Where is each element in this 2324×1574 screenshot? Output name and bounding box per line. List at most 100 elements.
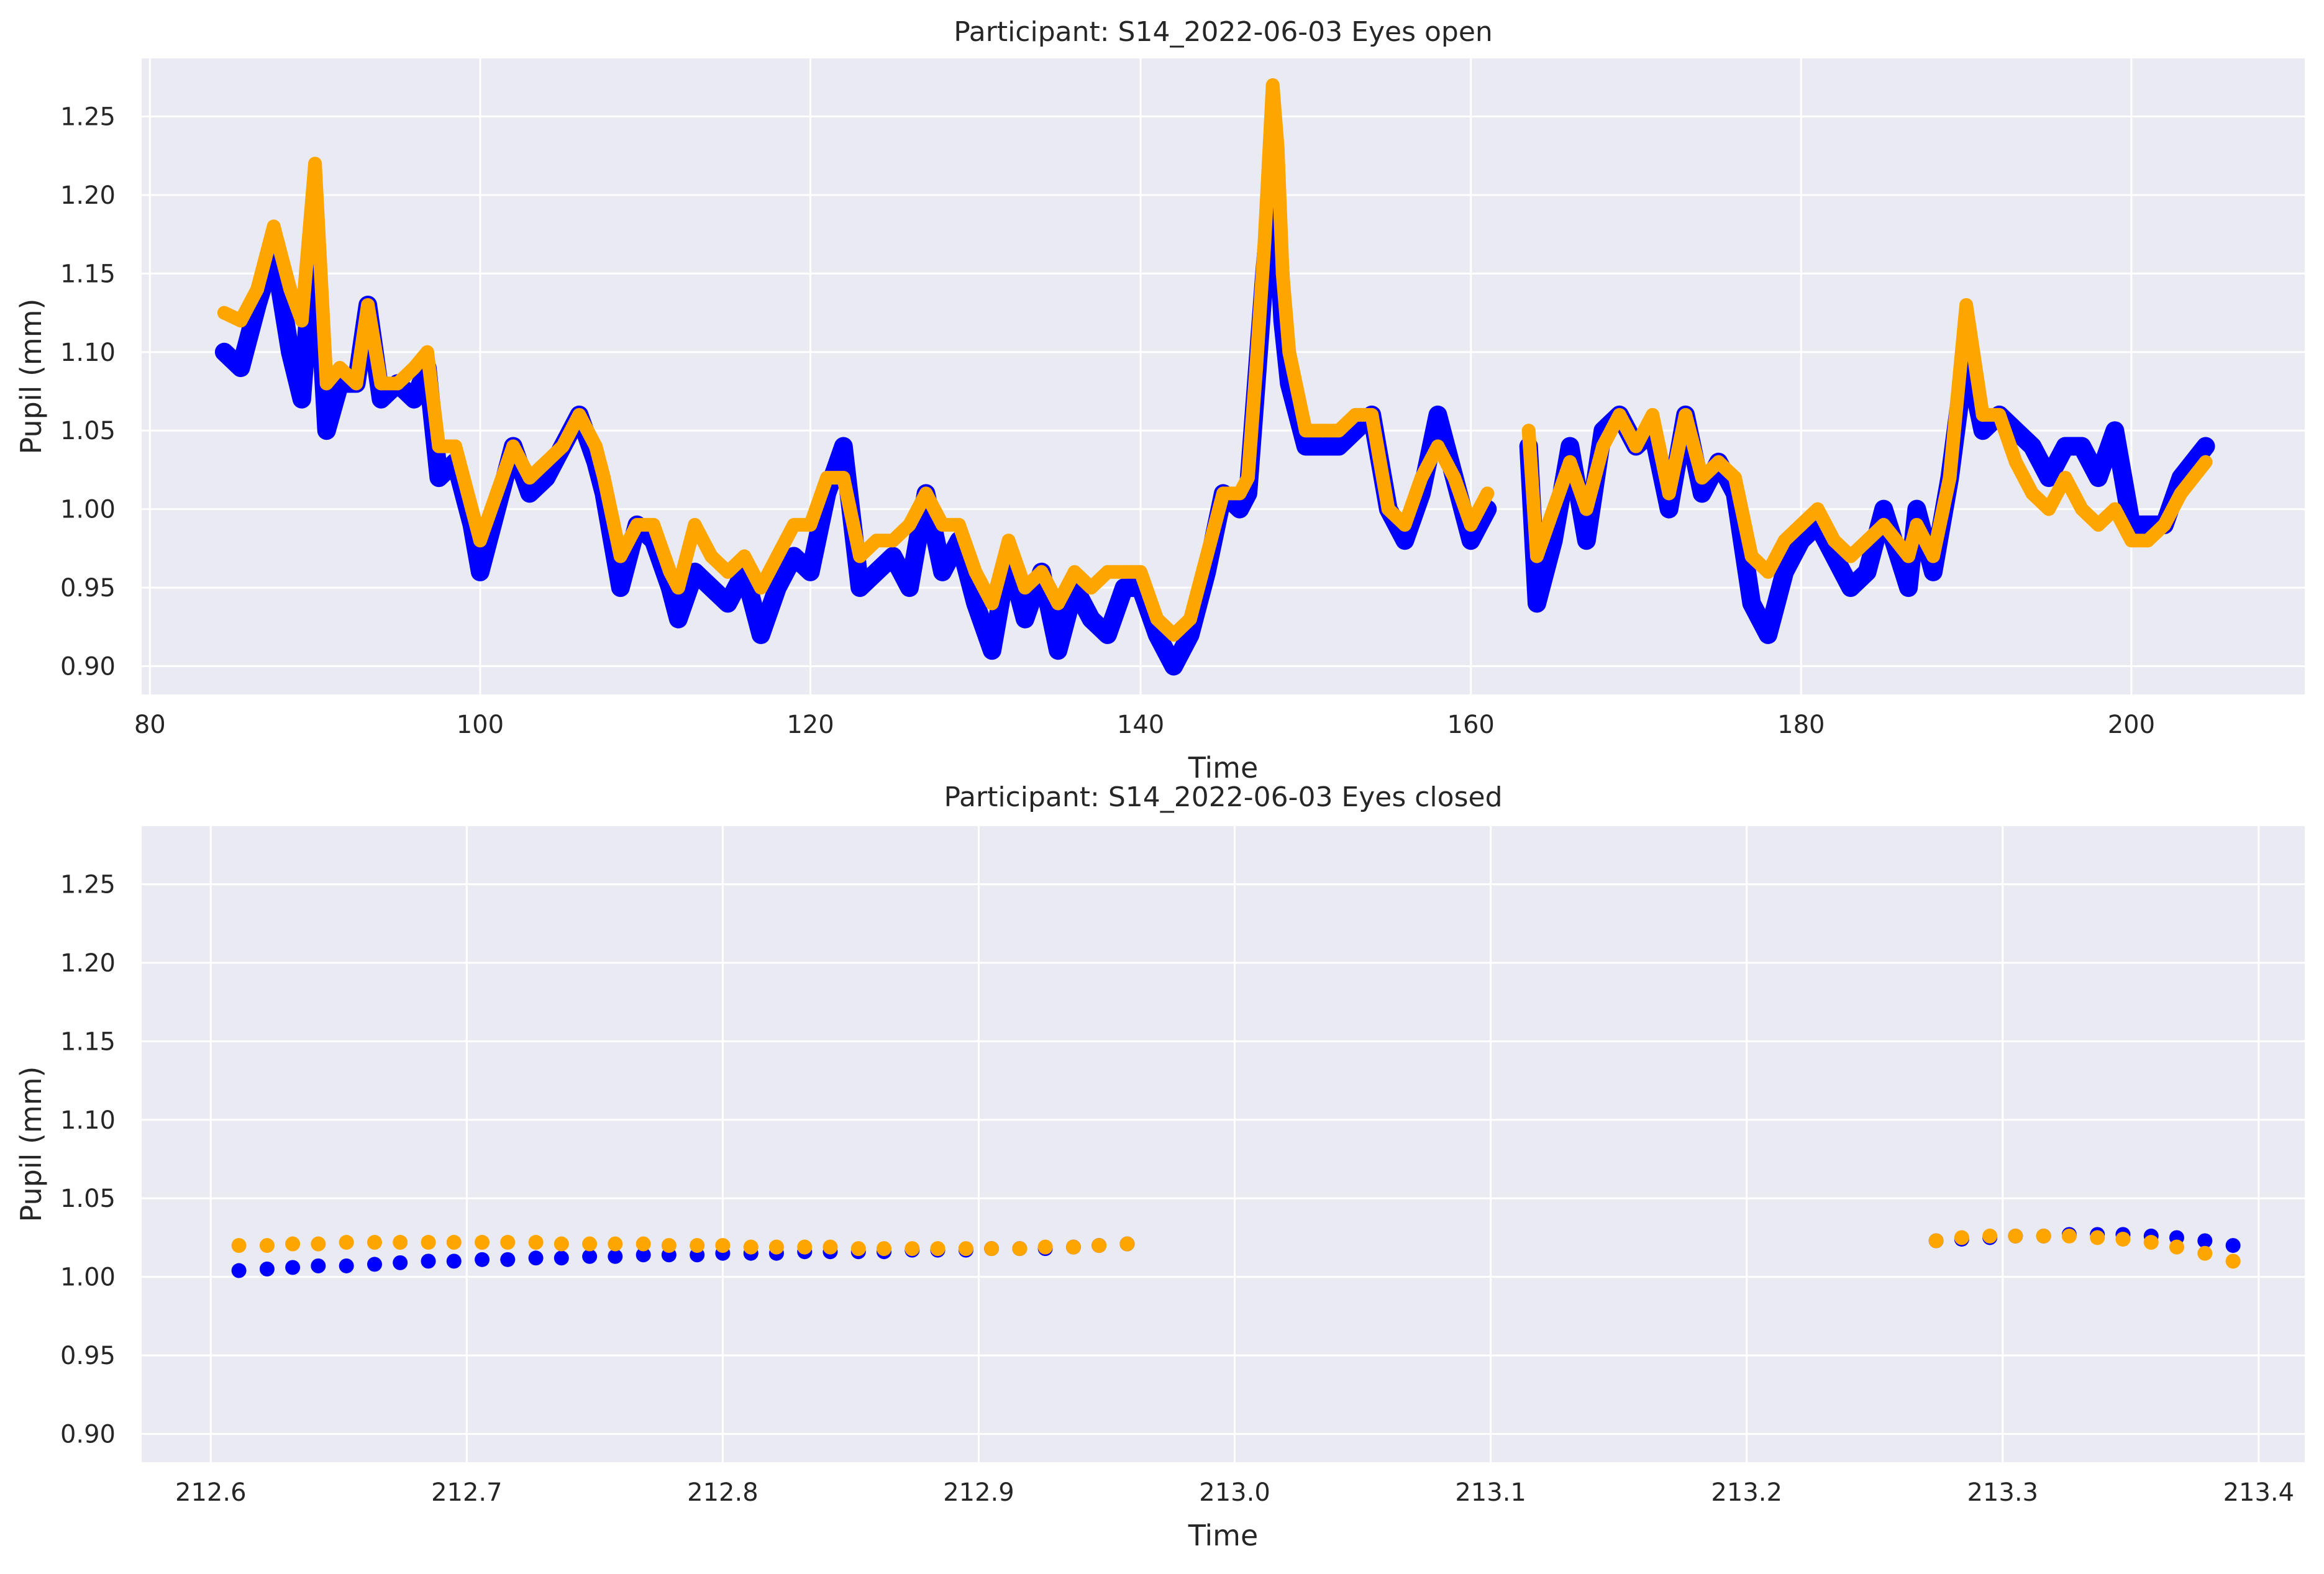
data-point <box>1596 439 1610 453</box>
data-point <box>608 1236 623 1252</box>
data-point <box>630 517 644 532</box>
data-point <box>1902 549 1916 563</box>
data-point <box>1398 517 1412 532</box>
data-point <box>1954 1230 1969 1245</box>
y-tick-labels: 0.90 0.95 1.00 1.05 1.10 1.15 1.20 1.25 <box>60 871 116 1449</box>
data-point <box>420 345 434 359</box>
data-point <box>1860 565 1874 579</box>
data-point <box>2141 534 2155 548</box>
data-point <box>919 486 933 501</box>
data-point <box>2174 486 2188 501</box>
data-point <box>2199 439 2213 453</box>
data-point <box>1216 486 1230 501</box>
data-point <box>2058 439 2072 453</box>
data-point <box>2061 1228 2077 1244</box>
data-point <box>1464 517 1478 532</box>
data-point <box>528 1235 544 1250</box>
data-point <box>985 644 999 658</box>
data-point <box>473 565 487 579</box>
data-point <box>555 439 570 453</box>
data-point <box>2124 534 2138 548</box>
data-point <box>308 157 322 171</box>
data-point <box>554 1236 569 1252</box>
data-point <box>1065 1239 1081 1255</box>
data-point <box>349 376 363 391</box>
data-point <box>1844 549 1858 563</box>
data-point <box>1257 235 1272 249</box>
data-point <box>1910 517 1924 532</box>
data-point <box>1695 471 1709 485</box>
data-point <box>823 1239 838 1255</box>
data-point <box>339 1258 354 1273</box>
data-point <box>985 596 999 611</box>
data-point <box>1563 455 1577 469</box>
data-point <box>704 581 719 595</box>
data-point <box>432 471 446 485</box>
data-point <box>1744 596 1759 611</box>
series-orange <box>217 78 2213 642</box>
data-point <box>582 1249 598 1264</box>
data-point <box>2158 517 2172 532</box>
data-point <box>853 581 867 595</box>
data-point <box>283 345 298 359</box>
data-point <box>853 549 867 563</box>
data-point <box>1926 549 1940 563</box>
data-point <box>1794 517 1808 532</box>
data-point <box>319 376 334 391</box>
data-point <box>582 1236 598 1252</box>
data-point <box>490 486 504 501</box>
gridlines <box>142 58 2305 694</box>
data-point <box>2075 502 2089 516</box>
data-point <box>613 581 627 595</box>
data-point <box>2197 1245 2213 1261</box>
data-point <box>1777 534 1792 548</box>
data-point <box>1959 298 1974 312</box>
data-point <box>319 424 334 438</box>
data-point <box>1167 627 1181 642</box>
data-point <box>1091 1238 1107 1253</box>
y-tick-label: 0.90 <box>60 1420 116 1449</box>
y-tick-label: 1.05 <box>60 1185 116 1213</box>
data-point <box>1249 361 1264 375</box>
data-point <box>1926 565 1940 579</box>
x-tick-label: 213.3 <box>1967 1478 2038 1507</box>
data-point <box>506 439 521 453</box>
data-point <box>1521 424 1536 438</box>
data-point <box>1530 549 1544 563</box>
data-point <box>267 219 281 234</box>
y-axis-label: Pupil (mm) <box>14 1067 48 1222</box>
data-point <box>952 517 966 532</box>
data-point <box>936 565 950 579</box>
data-point <box>1431 439 1445 453</box>
eyes-open-panel: 80 100 120 140 160 180 200 0.90 0.95 1.00 1.05 1.1… <box>14 16 2305 785</box>
data-point <box>393 1235 408 1250</box>
data-point <box>1233 502 1247 516</box>
data-point <box>1982 1228 1998 1244</box>
x-axis-label: Time <box>1188 1519 1259 1552</box>
data-point <box>1298 424 1313 438</box>
data-point <box>1282 345 1296 359</box>
data-point <box>936 517 950 532</box>
x-tick-label: 180 <box>1777 711 1825 739</box>
data-point <box>1034 565 1049 579</box>
data-point <box>1134 565 1148 579</box>
data-point <box>475 1252 490 1267</box>
data-point <box>1728 471 1742 485</box>
data-point <box>294 392 309 406</box>
x-tick-label: 213.2 <box>1711 1478 1782 1507</box>
data-point <box>597 471 611 485</box>
data-point <box>1646 407 1660 422</box>
data-point <box>367 1235 382 1250</box>
data-point <box>374 376 388 391</box>
data-point <box>1975 407 1990 422</box>
data-point <box>2115 1231 2131 1247</box>
data-point <box>902 581 916 595</box>
data-point <box>1810 502 1825 516</box>
data-point <box>1761 565 1775 579</box>
x-tick-label: 100 <box>457 711 504 739</box>
y-tick-label: 1.10 <box>60 1106 116 1135</box>
data-point <box>1117 581 1131 595</box>
data-point <box>1860 534 1874 548</box>
data-point <box>2225 1253 2241 1269</box>
